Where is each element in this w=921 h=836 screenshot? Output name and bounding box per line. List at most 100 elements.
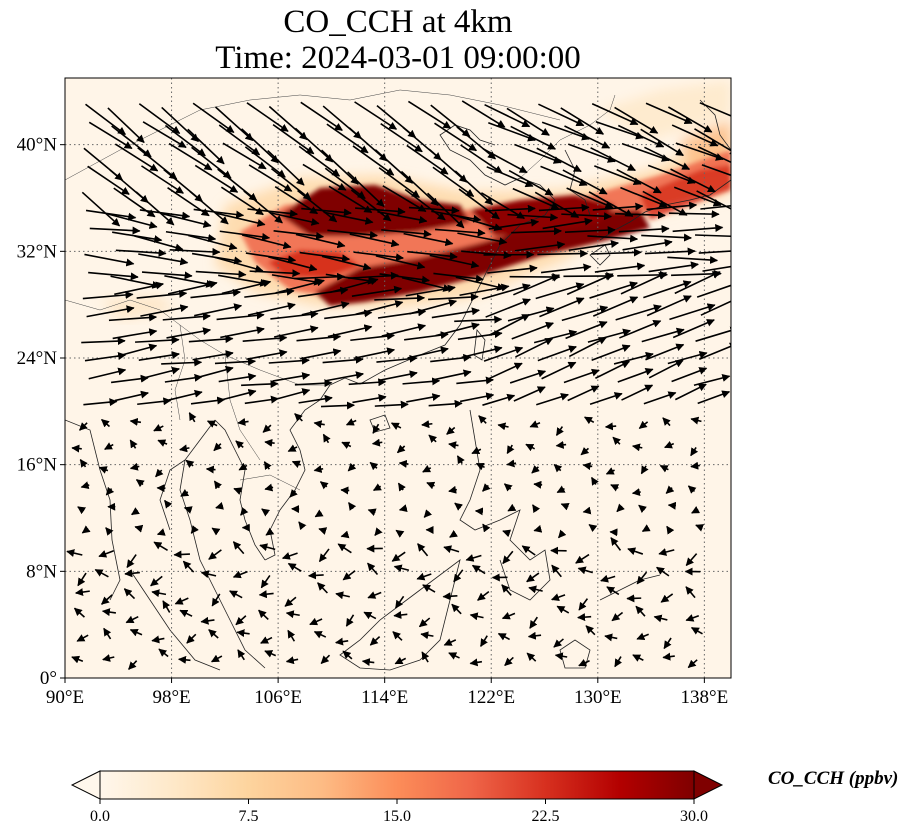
wind-arrow bbox=[426, 481, 436, 490]
title-line-2: Time: 2024-03-01 09:00:00 bbox=[215, 40, 581, 76]
wind-arrow bbox=[459, 283, 510, 297]
wind-arrow bbox=[454, 315, 503, 324]
wind-arrow bbox=[594, 165, 642, 186]
wind-arrow bbox=[478, 415, 487, 424]
wind-arrow bbox=[215, 501, 224, 510]
wind-arrow bbox=[453, 214, 503, 231]
wind-arrow bbox=[538, 103, 585, 127]
wind-arrow bbox=[374, 400, 409, 409]
wind-arrow bbox=[538, 203, 590, 212]
wind-arrow bbox=[459, 392, 495, 403]
wind-arrow bbox=[374, 527, 383, 537]
wind-arrow bbox=[513, 386, 546, 402]
wind-arrow bbox=[577, 613, 592, 622]
wind-vectors bbox=[66, 100, 731, 670]
wind-arrow bbox=[668, 210, 720, 219]
colorbar-extend-low bbox=[70, 770, 101, 800]
wind-arrow bbox=[355, 300, 404, 316]
wind-arrow bbox=[186, 633, 197, 644]
lon-tick-label: 98°E bbox=[152, 687, 190, 708]
coastlines bbox=[65, 99, 731, 671]
wind-arrow bbox=[81, 191, 121, 227]
wind-arrow bbox=[511, 321, 554, 340]
wind-arrow bbox=[480, 635, 488, 648]
wind-arrow bbox=[526, 652, 537, 662]
wind-arrow bbox=[619, 320, 662, 339]
lat-tick-label: 32°N bbox=[17, 241, 58, 262]
wind-arrow bbox=[260, 636, 273, 644]
wind-arrow bbox=[235, 615, 247, 626]
wind-arrow bbox=[587, 234, 639, 243]
wind-arrow bbox=[237, 417, 249, 426]
wind-arrow bbox=[531, 465, 540, 474]
wind-arrow bbox=[141, 165, 184, 194]
wind-arrow bbox=[354, 101, 398, 130]
wind-arrow bbox=[213, 480, 222, 490]
wind-arrow bbox=[469, 612, 484, 621]
wind-arrow bbox=[667, 106, 713, 133]
wind-arrow bbox=[580, 446, 590, 456]
wind-arrow bbox=[645, 102, 693, 125]
wind-arrow bbox=[113, 187, 156, 218]
wind-arrow bbox=[509, 369, 547, 384]
wind-arrow bbox=[275, 278, 325, 294]
wind-arrow bbox=[533, 329, 578, 344]
wind-arrow bbox=[613, 351, 654, 365]
wind-arrow bbox=[487, 362, 523, 380]
wind-arrow bbox=[355, 207, 406, 216]
wind-arrow bbox=[329, 277, 379, 294]
wind-arrow bbox=[233, 487, 243, 495]
wind-arrow bbox=[110, 275, 161, 289]
wind-arrow bbox=[111, 125, 152, 158]
map-title: CO_CCH at 4km Time: 2024-03-01 09:00:00 bbox=[65, 4, 731, 76]
wind-arrow bbox=[326, 123, 369, 154]
wind-arrow bbox=[604, 633, 618, 642]
wind-arrow bbox=[240, 507, 249, 516]
wind-arrow bbox=[102, 654, 115, 662]
wind-arrow bbox=[381, 229, 432, 238]
wind-arrow bbox=[247, 208, 299, 218]
wind-arrow bbox=[192, 102, 235, 134]
wind-arrow bbox=[129, 628, 143, 637]
wind-arrow bbox=[641, 524, 651, 533]
wind-arrow bbox=[428, 434, 438, 444]
wind-arrow bbox=[320, 654, 331, 664]
wind-arrow bbox=[193, 208, 245, 219]
wind-arrow bbox=[378, 167, 420, 199]
wind-arrow bbox=[675, 142, 724, 161]
wind-arrow bbox=[76, 634, 89, 642]
wind-arrow bbox=[215, 212, 266, 227]
wind-arrow bbox=[594, 262, 646, 273]
wind-arrow bbox=[124, 569, 140, 578]
wind-arrow bbox=[294, 127, 334, 163]
wind-arrow bbox=[551, 564, 562, 578]
wind-arrow bbox=[221, 279, 272, 295]
wind-arrow bbox=[648, 261, 699, 273]
wind-arrow bbox=[588, 523, 598, 533]
wind-arrow bbox=[514, 241, 566, 252]
wind-arrow bbox=[591, 103, 639, 126]
wind-arrow bbox=[287, 444, 298, 453]
wind-arrow bbox=[672, 223, 724, 233]
wind-arrow bbox=[300, 101, 343, 131]
wind-arrow bbox=[512, 187, 560, 210]
wind-arrow bbox=[448, 441, 459, 450]
wind-arrow bbox=[89, 226, 141, 235]
wind-arrow bbox=[313, 420, 325, 429]
wind-arrow bbox=[527, 631, 542, 640]
wind-arrow bbox=[566, 187, 614, 209]
wind-arrow bbox=[453, 569, 464, 583]
wind-arrow bbox=[693, 374, 731, 387]
wind-arrow bbox=[232, 541, 245, 555]
wind-arrow bbox=[351, 285, 403, 297]
wind-arrow bbox=[200, 616, 215, 625]
wind-arrow bbox=[497, 632, 510, 641]
wind-arrow bbox=[701, 164, 731, 177]
wind-arrow bbox=[454, 502, 463, 511]
wind-arrow bbox=[341, 441, 352, 450]
wind-arrow bbox=[667, 501, 677, 510]
wind-arrow bbox=[484, 103, 531, 128]
lon-tick-label: 90°E bbox=[46, 687, 84, 708]
wind-arrow bbox=[532, 504, 541, 514]
wind-arrow bbox=[353, 251, 404, 262]
